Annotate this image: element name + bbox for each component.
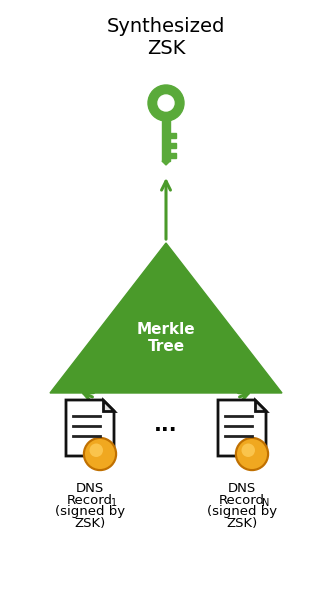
Circle shape <box>148 85 184 121</box>
Text: DNS: DNS <box>76 481 104 495</box>
Text: N: N <box>262 498 270 508</box>
Text: (signed by: (signed by <box>207 506 277 519</box>
Circle shape <box>235 438 269 471</box>
Text: Record: Record <box>219 493 265 506</box>
Text: 1: 1 <box>111 498 117 508</box>
Polygon shape <box>162 161 170 165</box>
Circle shape <box>90 443 103 457</box>
Bar <box>170 142 176 148</box>
Circle shape <box>241 443 255 457</box>
Circle shape <box>158 95 174 111</box>
Text: Record: Record <box>67 493 113 506</box>
Polygon shape <box>50 243 282 393</box>
Circle shape <box>237 439 267 469</box>
Text: ZSK): ZSK) <box>74 517 106 530</box>
Text: ...: ... <box>154 415 178 435</box>
Polygon shape <box>66 400 114 456</box>
Text: (signed by: (signed by <box>55 506 125 519</box>
Polygon shape <box>218 400 266 456</box>
Bar <box>170 132 176 137</box>
Polygon shape <box>255 400 266 411</box>
Text: ZSK): ZSK) <box>226 517 258 530</box>
Circle shape <box>85 439 115 469</box>
Text: DNS: DNS <box>228 481 256 495</box>
Bar <box>170 153 176 158</box>
Circle shape <box>84 438 117 471</box>
Text: Merkle
Tree: Merkle Tree <box>137 322 195 354</box>
Text: Synthesized
ZSK: Synthesized ZSK <box>107 18 225 58</box>
Polygon shape <box>103 400 114 411</box>
Bar <box>162 119 170 161</box>
